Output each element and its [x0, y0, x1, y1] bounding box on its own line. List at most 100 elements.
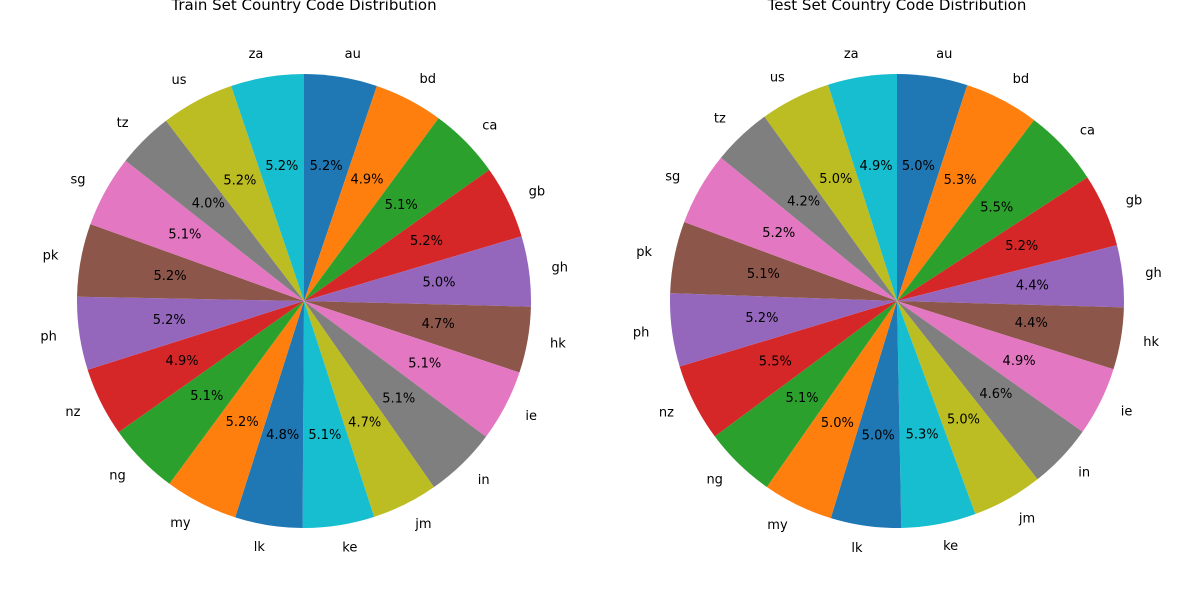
train-pct-za: 5.2%	[265, 159, 298, 174]
test-slice-jm	[897, 301, 1038, 515]
test-pct-lk: 5.0%	[862, 428, 895, 443]
train-pct-ph: 5.2%	[153, 313, 186, 328]
test-slice-ke	[897, 301, 976, 528]
test-label-bd: bd	[1013, 72, 1030, 87]
test-pct-ie: 4.9%	[1003, 354, 1036, 369]
train-pct-my: 5.2%	[226, 415, 259, 430]
test-pct-gb: 5.2%	[1005, 239, 1038, 254]
test-pct-in: 4.6%	[979, 387, 1012, 402]
test-pie-chart: Test Set Country Code Distribution au 5.0…	[633, 0, 1162, 556]
train-slice-hk	[304, 301, 531, 373]
train-pct-tz: 4.0%	[192, 197, 225, 212]
test-pct-sg: 5.2%	[762, 226, 795, 241]
test-slice-ie	[897, 301, 1114, 432]
test-labels: au 5.0% bd 5.3% ca 5.5% gb 5.2% gh 4.4% hk 4.4% ie 4.…	[633, 47, 1162, 556]
train-pct-bd: 4.9%	[350, 173, 383, 188]
train-pct-nz: 4.9%	[166, 354, 199, 369]
train-slice-sg	[90, 160, 304, 301]
train-slice-pk	[77, 224, 304, 301]
test-slice-pk	[670, 221, 897, 301]
test-pct-ke: 5.3%	[906, 427, 939, 442]
train-slice-nz	[87, 301, 304, 433]
test-slice-sg	[684, 157, 897, 301]
train-slice-my	[169, 301, 304, 518]
test-pct-gh: 4.4%	[1016, 279, 1049, 294]
train-label-bd: bd	[419, 72, 436, 87]
train-slice-ke	[302, 301, 375, 529]
test-slice-bd	[897, 85, 1035, 302]
train-labels: au 5.2% bd 4.9% ca 5.1% gb 5.2% gh 5.0% hk 4.7% ie 5.…	[40, 47, 568, 555]
test-label-ca: ca	[1080, 123, 1095, 138]
train-slice-za	[231, 74, 304, 301]
train-pct-ie: 5.1%	[408, 356, 441, 371]
train-pct-us: 5.2%	[223, 173, 256, 188]
train-slice-gh	[304, 236, 532, 307]
test-pct-za: 4.9%	[860, 159, 893, 174]
train-label-hk: hk	[550, 336, 566, 351]
test-label-lk: lk	[851, 541, 863, 556]
train-label-ke: ke	[342, 540, 357, 555]
train-label-gb: gb	[529, 184, 546, 199]
test-slice-us	[764, 84, 897, 301]
test-label-jm: jm	[1018, 511, 1035, 526]
test-slice-lk	[830, 301, 902, 529]
train-label-in: in	[478, 473, 490, 488]
test-label-ie: ie	[1121, 404, 1133, 419]
train-slice-lk	[235, 301, 304, 528]
train-pct-hk: 4.7%	[422, 317, 455, 332]
test-label-ph: ph	[633, 326, 650, 341]
test-label-us: us	[770, 70, 785, 85]
train-pct-gb: 5.2%	[410, 234, 443, 249]
test-label-sg: sg	[665, 170, 680, 185]
train-label-tz: tz	[117, 116, 129, 131]
test-label-in: in	[1078, 465, 1090, 480]
train-label-my: my	[170, 516, 191, 531]
train-slice-au	[304, 74, 377, 301]
train-label-gh: gh	[552, 261, 569, 276]
test-slices	[670, 74, 1125, 529]
train-slice-ca	[304, 118, 490, 301]
train-slice-in	[304, 301, 486, 488]
train-pct-ca: 5.1%	[385, 198, 418, 213]
test-slice-au	[897, 74, 968, 301]
test-pct-ph: 5.2%	[745, 311, 778, 326]
test-slice-gh	[897, 245, 1125, 308]
train-label-ph: ph	[40, 329, 57, 344]
test-label-za: za	[844, 47, 859, 62]
train-slices	[76, 74, 532, 529]
train-pct-gh: 5.0%	[423, 276, 456, 291]
train-label-us: us	[171, 73, 186, 88]
test-label-tz: tz	[714, 112, 726, 127]
test-label-gb: gb	[1126, 193, 1143, 208]
train-label-nz: nz	[65, 405, 80, 420]
test-pct-ng: 5.1%	[786, 391, 819, 406]
train-label-pk: pk	[43, 248, 59, 263]
train-slice-gb	[304, 169, 522, 301]
train-pct-au: 5.2%	[310, 159, 343, 174]
test-pct-my: 5.0%	[821, 416, 854, 431]
train-label-lk: lk	[254, 540, 266, 555]
train-slice-tz	[125, 120, 304, 301]
test-slice-ca	[897, 120, 1088, 301]
train-pct-lk: 4.8%	[266, 428, 299, 443]
train-label-au: au	[345, 47, 361, 62]
test-pct-us: 5.0%	[819, 172, 852, 187]
test-label-nz: nz	[659, 406, 674, 421]
test-pct-nz: 5.5%	[759, 355, 792, 370]
test-label-pk: pk	[636, 245, 652, 260]
test-pct-hk: 4.4%	[1015, 316, 1048, 331]
test-slice-in	[897, 301, 1083, 480]
train-label-ca: ca	[482, 119, 497, 134]
test-pct-au: 5.0%	[902, 159, 935, 174]
test-pct-jm: 5.0%	[947, 412, 980, 427]
train-slice-bd	[304, 86, 439, 301]
test-slice-za	[828, 74, 897, 301]
test-slice-gb	[897, 177, 1118, 301]
train-label-za: za	[249, 47, 264, 62]
test-label-my: my	[767, 518, 788, 533]
test-pct-ca: 5.5%	[980, 201, 1013, 216]
train-slice-jm	[304, 301, 434, 517]
train-label-ng: ng	[109, 468, 126, 483]
train-pct-ng: 5.1%	[190, 389, 223, 404]
